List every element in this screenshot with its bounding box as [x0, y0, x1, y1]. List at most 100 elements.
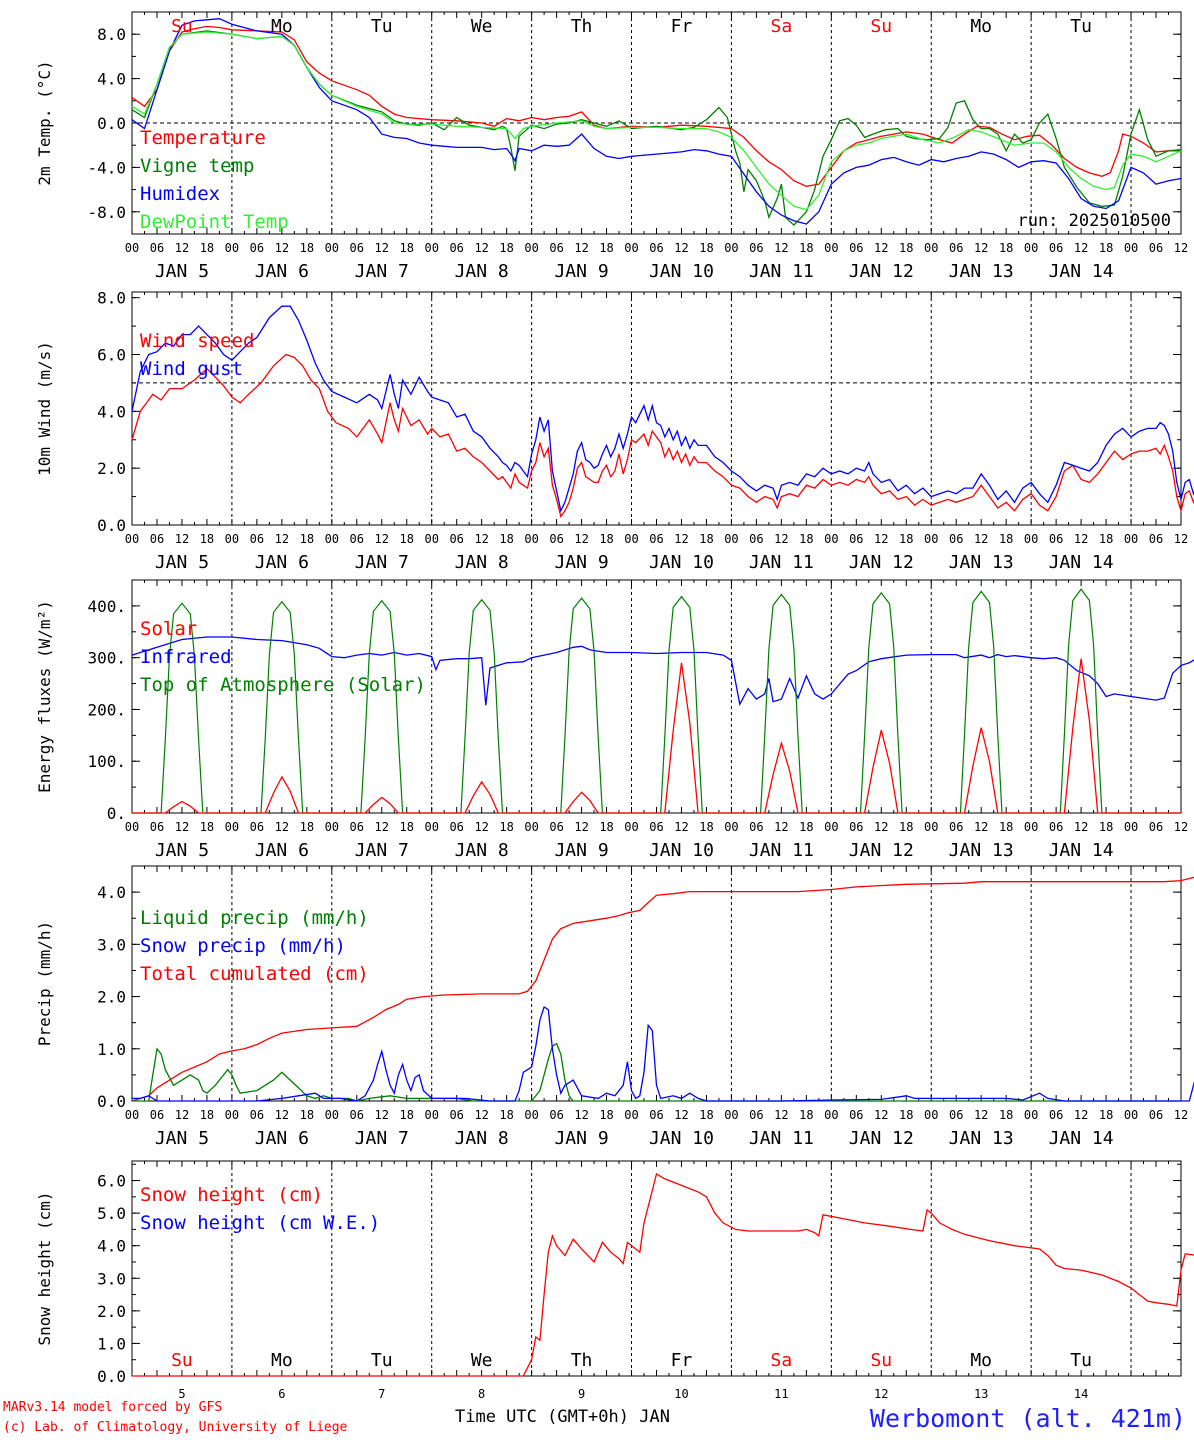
- hour-label: 18: [200, 820, 214, 834]
- hour-label: 18: [699, 820, 713, 834]
- hour-label: 06: [549, 820, 563, 834]
- hour-label: 00: [424, 241, 438, 255]
- date-label: JAN 10: [649, 261, 714, 282]
- date-label: JAN 7: [355, 261, 409, 282]
- hour-label: 18: [999, 820, 1013, 834]
- date-label: JAN 12: [849, 1128, 914, 1149]
- hour-label: 00: [824, 532, 838, 546]
- weekday-label: Tu: [371, 1350, 393, 1371]
- y-tick-label: 2.0: [97, 988, 126, 1007]
- y-tick-label: 4.0: [97, 402, 126, 421]
- y-tick-label: 8.0: [97, 25, 126, 44]
- hour-label: 06: [949, 532, 963, 546]
- y-tick-label: -8.0: [87, 203, 126, 222]
- hour-label: 06: [1049, 532, 1063, 546]
- date-label: JAN 8: [455, 261, 509, 282]
- date-label: JAN 13: [949, 840, 1014, 861]
- hour-label: 00: [125, 241, 139, 255]
- y-tick-label: 6.0: [97, 1172, 126, 1191]
- y-tick-label: 0.0: [97, 1092, 126, 1111]
- hour-label: 18: [599, 820, 613, 834]
- date-label: JAN 5: [155, 840, 209, 861]
- date-label: JAN 11: [749, 552, 814, 573]
- date-label: JAN 7: [355, 1128, 409, 1149]
- day-number-label: 5: [178, 1387, 185, 1401]
- hour-label: 06: [1149, 241, 1163, 255]
- date-label: JAN 8: [455, 552, 509, 573]
- weekday-label: Sa: [771, 16, 793, 37]
- hour-label: 06: [150, 532, 164, 546]
- hour-label: 00: [624, 241, 638, 255]
- date-label: JAN 6: [255, 552, 309, 573]
- hour-label: 12: [1074, 241, 1088, 255]
- hour-label: 06: [849, 820, 863, 834]
- hour-label: 18: [200, 241, 214, 255]
- hour-label: 12: [275, 1108, 289, 1122]
- legend-entry: Snow height (cm): [140, 1184, 323, 1206]
- hour-label: 18: [300, 532, 314, 546]
- panel-temperature: 8.0 4.0 0.0 -4.0 -8.0 2m Temp. (°C) Temperatur…: [35, 11, 1188, 282]
- hour-label: 00: [824, 1108, 838, 1122]
- hour-label: 18: [200, 532, 214, 546]
- hour-label: 00: [225, 241, 239, 255]
- weekday-label: Mo: [271, 16, 293, 37]
- hour-label: 12: [974, 241, 988, 255]
- y-tick-label: 6.0: [97, 346, 126, 365]
- hour-label: 06: [1149, 1108, 1163, 1122]
- date-label: JAN 7: [355, 552, 409, 573]
- y-tick-label: 1.0: [97, 1040, 126, 1059]
- hour-label: 12: [1074, 820, 1088, 834]
- legend-entry: Top of Atmosphere (Solar): [140, 674, 426, 696]
- hour-label: 12: [1074, 532, 1088, 546]
- y-tick-label: 1.0: [97, 1334, 126, 1353]
- hour-label: 06: [449, 241, 463, 255]
- hour-label: 12: [774, 1108, 788, 1122]
- hour-label: 12: [1174, 532, 1188, 546]
- hour-label: 00: [1124, 241, 1138, 255]
- date-label: JAN 13: [949, 552, 1014, 573]
- hour-label: 00: [524, 241, 538, 255]
- hour-label: 12: [974, 1108, 988, 1122]
- series-dewpoint-temp: [131, 31, 1182, 211]
- hour-label: 06: [549, 1108, 563, 1122]
- date-label: JAN 11: [749, 840, 814, 861]
- y-axis-label: 10m Wind (m/s): [35, 341, 54, 476]
- date-label: JAN 10: [649, 552, 714, 573]
- hour-label: 06: [350, 241, 364, 255]
- weekday-label: Mo: [271, 1350, 293, 1371]
- hour-label: 18: [400, 820, 414, 834]
- hour-label: 00: [325, 1108, 339, 1122]
- legend-entry: Liquid precip (mm/h): [140, 907, 369, 929]
- hour-label: 00: [1024, 820, 1038, 834]
- date-label: JAN 12: [849, 261, 914, 282]
- hour-label: 00: [624, 820, 638, 834]
- hour-label: 00: [924, 532, 938, 546]
- hour-label: 00: [824, 241, 838, 255]
- date-label: JAN 10: [649, 840, 714, 861]
- y-tick-label: -4.0: [87, 158, 126, 177]
- weekday-label: Th: [571, 16, 593, 37]
- y-tick-label: 8.0: [97, 289, 126, 308]
- weekday-label: Fr: [671, 16, 693, 37]
- date-label: JAN 8: [455, 1128, 509, 1149]
- hour-label: 18: [400, 532, 414, 546]
- hour-label: 00: [924, 241, 938, 255]
- hour-label: 12: [275, 820, 289, 834]
- date-label: JAN 13: [949, 1128, 1014, 1149]
- hour-label: 06: [849, 532, 863, 546]
- hour-label: 06: [449, 532, 463, 546]
- date-label: JAN 9: [554, 552, 608, 573]
- date-label: JAN 6: [255, 840, 309, 861]
- weekday-label: Tu: [371, 16, 393, 37]
- hour-label: 00: [125, 1108, 139, 1122]
- series-solar: [132, 658, 1181, 814]
- date-label: JAN 9: [554, 840, 608, 861]
- hour-label: 00: [524, 532, 538, 546]
- hour-label: 00: [424, 532, 438, 546]
- day-number-label: 8: [478, 1387, 485, 1401]
- date-label: JAN 13: [949, 261, 1014, 282]
- hour-label: 06: [649, 241, 663, 255]
- hour-label: 12: [474, 532, 488, 546]
- hour-label: 18: [499, 1108, 513, 1122]
- hour-label: 18: [200, 1108, 214, 1122]
